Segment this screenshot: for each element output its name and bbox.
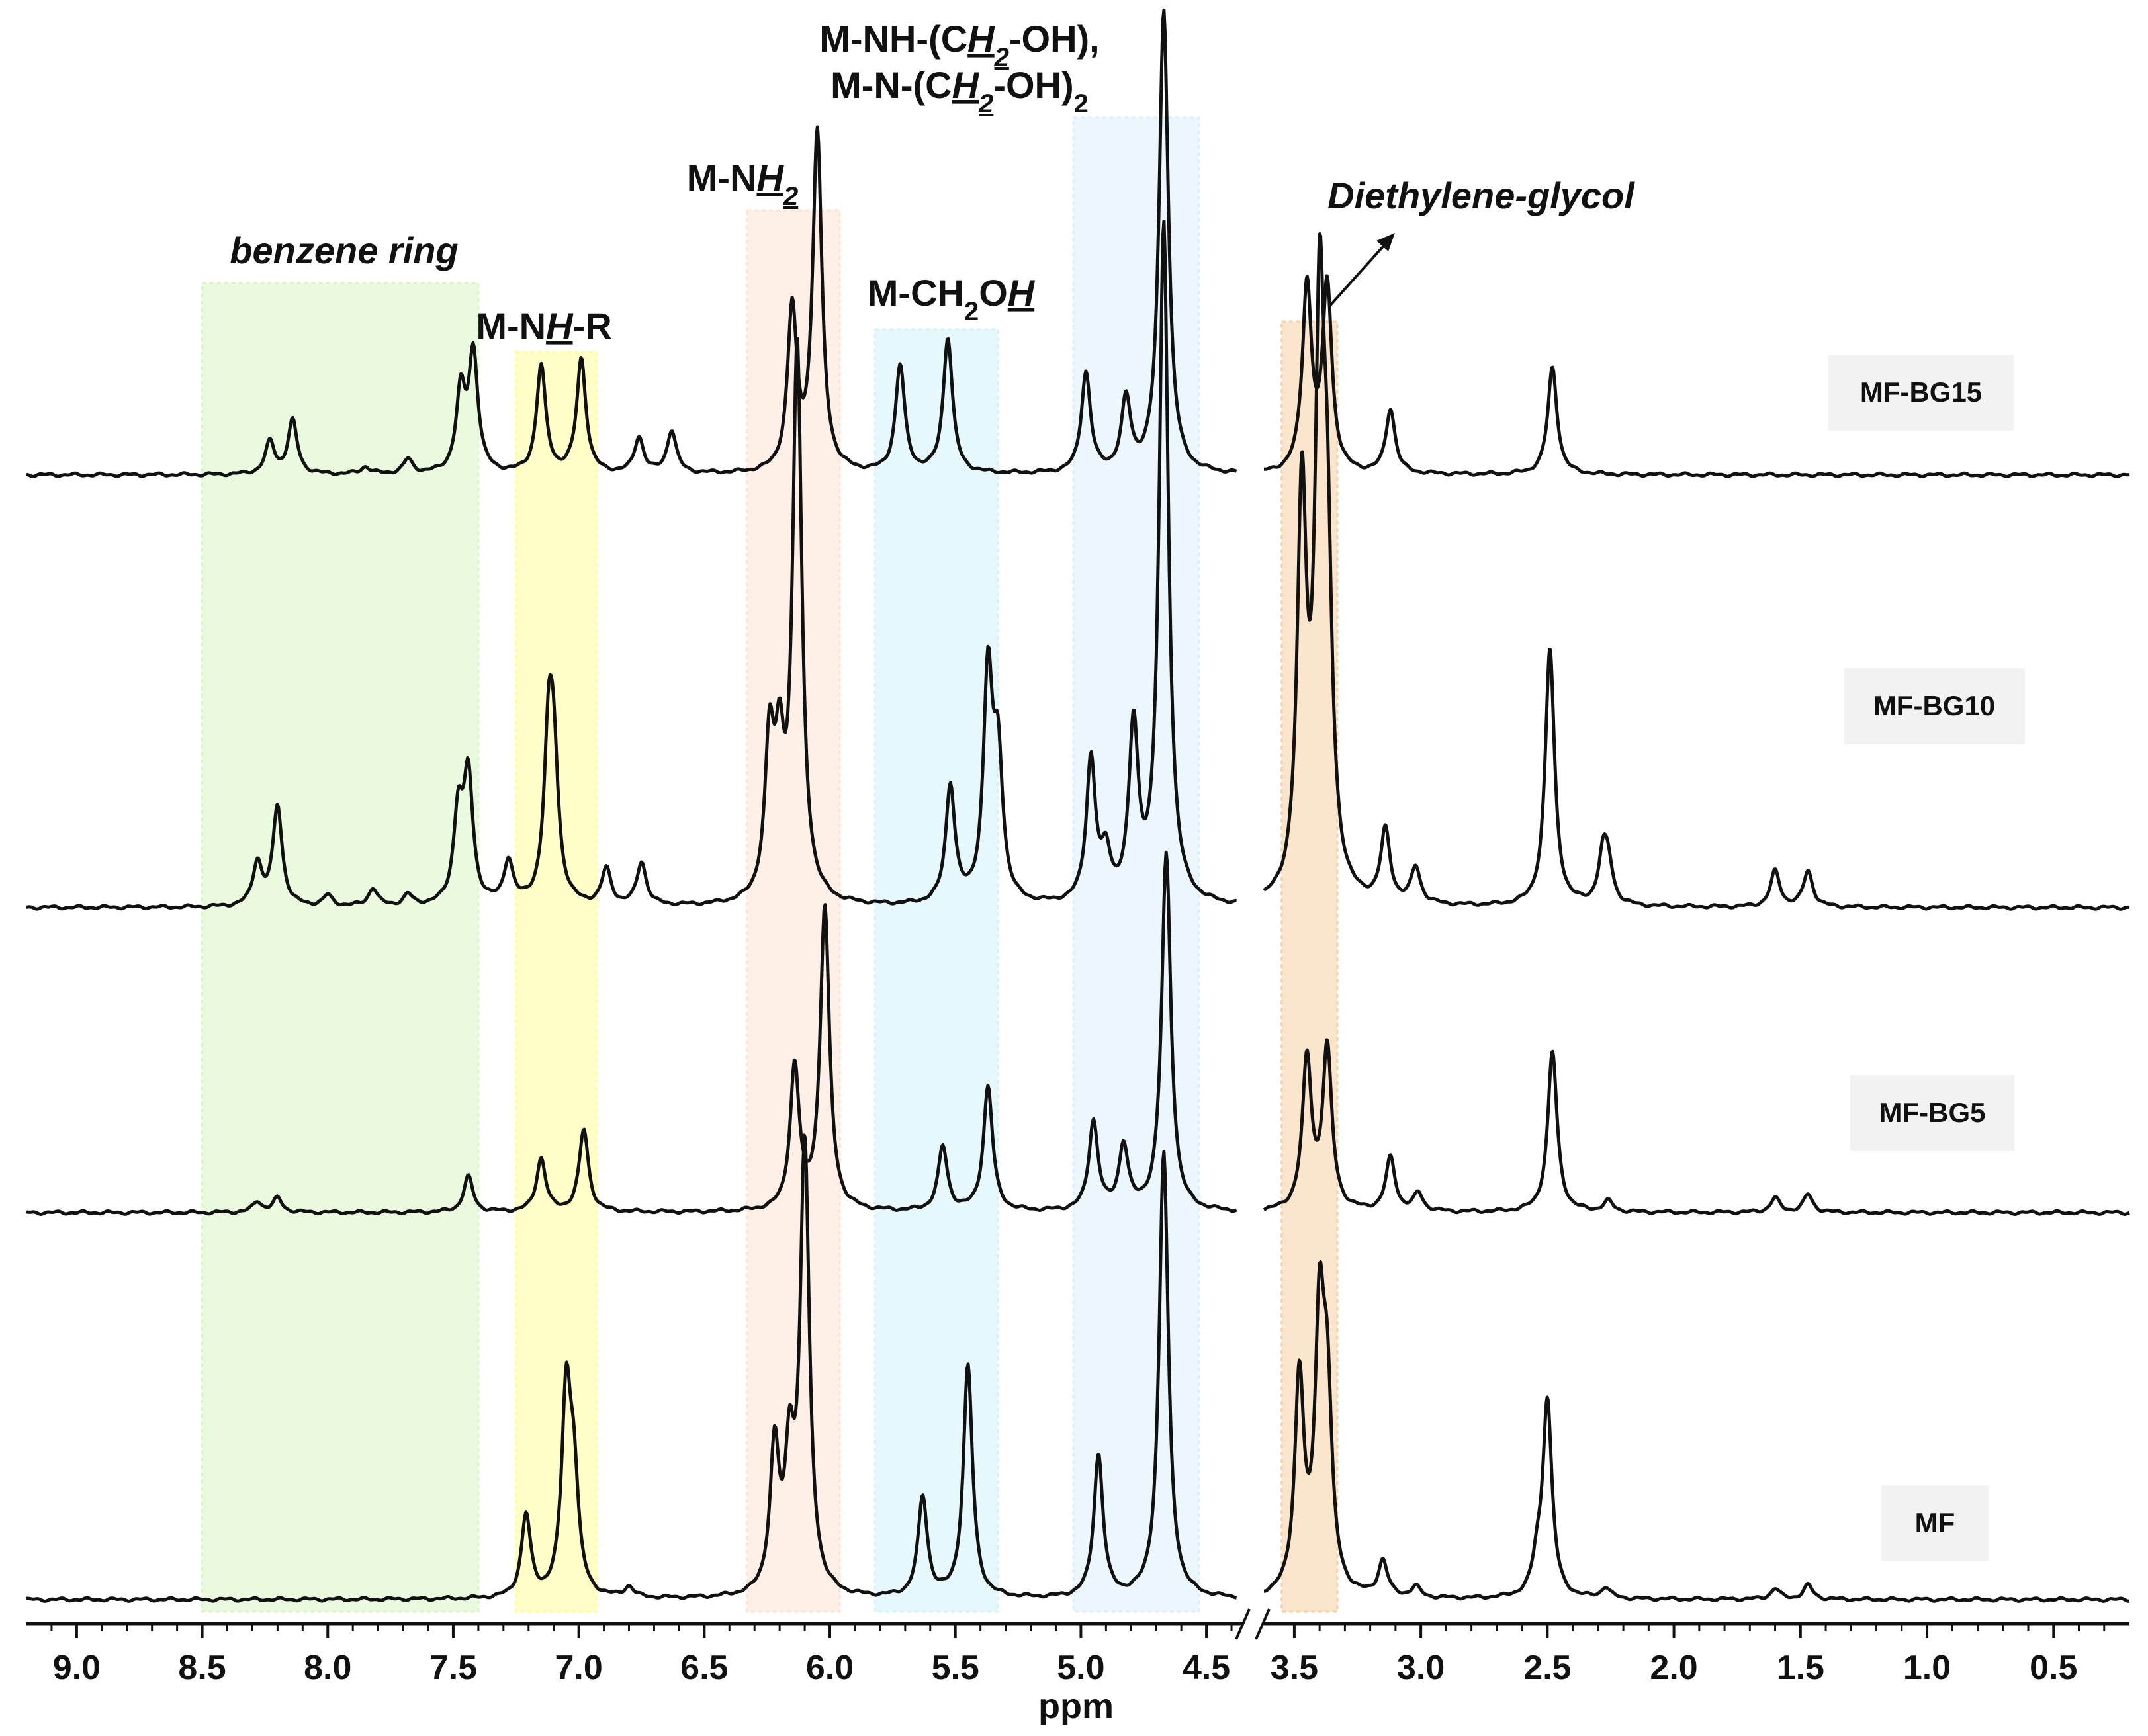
legend-label-mf-bg15: MF-BG15 bbox=[1860, 376, 1982, 408]
spectrum-mf-bg10-segment-1 bbox=[26, 220, 1237, 911]
x-tick-label: 3.5 bbox=[1271, 1649, 1318, 1687]
legend-label-mf: MF bbox=[1915, 1507, 1955, 1538]
x-axis-title: ppm bbox=[1038, 1686, 1114, 1726]
region-label-m-ch2oh: M-CH2OH bbox=[868, 272, 1036, 326]
region-label-m-nh2: M-NH2 bbox=[687, 157, 798, 211]
region-band-4 bbox=[1072, 116, 1200, 1613]
region-label-benzene-ring: benzene ring bbox=[230, 230, 458, 271]
x-tick-label: 2.0 bbox=[1650, 1649, 1697, 1687]
spectrum-mf-bg5-segment-1 bbox=[26, 850, 1237, 1216]
x-tick-label: 6.0 bbox=[806, 1649, 854, 1687]
x-tick-label: 4.5 bbox=[1183, 1649, 1230, 1687]
spectrum-mf-bg5-segment-2 bbox=[1263, 1038, 2131, 1216]
x-tick-label: 7.0 bbox=[555, 1649, 602, 1687]
legend-label-mf-bg5: MF-BG5 bbox=[1879, 1097, 1986, 1128]
x-tick-label: 3.0 bbox=[1397, 1649, 1445, 1687]
legend-box-mf-bg15 bbox=[1828, 355, 2014, 431]
spectrum-mf-bg15-segment-2 bbox=[1263, 274, 2131, 478]
x-tick-label: 9.0 bbox=[53, 1649, 101, 1687]
region-band-0 bbox=[201, 282, 480, 1613]
x-ticks: 9.0 8.5 8.0 7.5 7.0 6.5 6.0 5.5 5.0 4.5 3.5 3.0 2.5 2… bbox=[50, 1624, 2106, 1687]
x-tick-label: 1.5 bbox=[1777, 1649, 1824, 1687]
spectrum-mf-segment-2 bbox=[1263, 1260, 2131, 1603]
region-band-5 bbox=[1280, 320, 1339, 1613]
spectrum-mf-bg15-segment-1 bbox=[26, 8, 1237, 478]
spectra bbox=[26, 8, 2131, 1603]
x-tick-label: 1.0 bbox=[1903, 1649, 1951, 1687]
x-tick-label: 2.5 bbox=[1523, 1649, 1571, 1687]
x-tick-label: 5.0 bbox=[1057, 1649, 1104, 1687]
axis-break-marker bbox=[1235, 1608, 1271, 1640]
x-axis: 9.0 8.5 8.0 7.5 7.0 6.5 6.0 5.5 5.0 4.5 3.5 3.0 2.5 2… bbox=[26, 1608, 2129, 1726]
x-tick-label: 8.5 bbox=[178, 1649, 226, 1687]
region-label-dimethylol: M-N-(CH2-OH)2 bbox=[830, 64, 1089, 118]
legend-labels: MF-BG15 MF-BG10 MF-BG5 MF bbox=[1828, 355, 2025, 1561]
x-tick-label: 5.5 bbox=[932, 1649, 979, 1687]
x-tick-label: 0.5 bbox=[2030, 1649, 2077, 1687]
region-band-3 bbox=[873, 328, 999, 1613]
diethylene-glycol-arrow bbox=[1327, 233, 1395, 308]
spectrum-mf-bg10-segment-2 bbox=[1263, 232, 2131, 911]
region-label-m-nh-r: M-NH-R bbox=[476, 305, 611, 347]
legend-box-mf-bg5 bbox=[1850, 1075, 2014, 1151]
x-tick-label: 8.0 bbox=[304, 1649, 351, 1687]
spectrum-mf-segment-1 bbox=[26, 1133, 1237, 1603]
x-tick-label: 6.5 bbox=[680, 1649, 728, 1687]
region-band-1 bbox=[515, 351, 598, 1613]
x-tick-label: 7.5 bbox=[429, 1649, 477, 1687]
legend-box-mf bbox=[1881, 1485, 1989, 1561]
region-bands bbox=[201, 116, 1339, 1613]
legend-box-mf-bg10 bbox=[1844, 668, 2025, 744]
legend-label-mf-bg10: MF-BG10 bbox=[1873, 690, 1995, 721]
region-label-diethylene-glycol: Diethylene-glycol bbox=[1327, 175, 1635, 216]
